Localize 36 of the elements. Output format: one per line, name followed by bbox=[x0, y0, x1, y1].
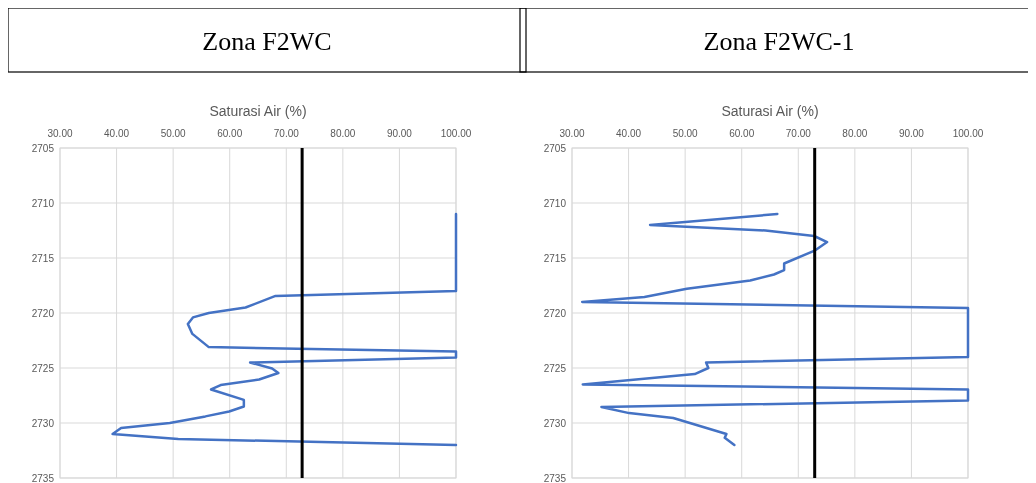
y-tick-label: 2730 bbox=[31, 418, 55, 429]
x-tick-label: 60.00 bbox=[729, 128, 755, 139]
y-tick-label: 2715 bbox=[31, 253, 55, 264]
y-tick-label: 2735 bbox=[543, 473, 567, 483]
x-tick-label: 40.00 bbox=[104, 128, 130, 139]
y-tick-label: 2710 bbox=[31, 198, 55, 209]
x-axis-title: Saturasi Air (%) bbox=[721, 103, 819, 119]
x-tick-label: 60.00 bbox=[217, 128, 243, 139]
y-tick-label: 2725 bbox=[543, 363, 567, 374]
y-tick-label: 2705 bbox=[31, 143, 55, 154]
y-tick-label: 2730 bbox=[543, 418, 567, 429]
x-tick-label: 80.00 bbox=[842, 128, 868, 139]
x-tick-label: 70.00 bbox=[785, 128, 812, 139]
x-tick-label: 40.00 bbox=[616, 128, 642, 139]
x-tick-label: 30.00 bbox=[47, 128, 73, 139]
x-tick-label: 50.00 bbox=[672, 128, 699, 139]
y-tick-label: 2735 bbox=[31, 473, 55, 483]
chart-title: Zona F2WC bbox=[202, 27, 332, 56]
x-tick-label: 100.00 bbox=[952, 128, 984, 139]
x-tick-label: 50.00 bbox=[160, 128, 187, 139]
x-tick-label: 70.00 bbox=[273, 128, 300, 139]
x-tick-label: 30.00 bbox=[559, 128, 585, 139]
x-tick-label: 90.00 bbox=[386, 128, 413, 139]
y-tick-label: 2715 bbox=[543, 253, 567, 264]
y-tick-label: 2705 bbox=[543, 143, 567, 154]
x-tick-label: 100.00 bbox=[440, 128, 472, 139]
x-axis-title: Saturasi Air (%) bbox=[209, 103, 307, 119]
line-series bbox=[580, 212, 970, 447]
y-tick-label: 2710 bbox=[543, 198, 567, 209]
y-tick-label: 2725 bbox=[31, 363, 55, 374]
y-tick-label: 2720 bbox=[31, 308, 55, 319]
line-series bbox=[111, 212, 458, 447]
chart-title: Zona F2WC-1 bbox=[703, 27, 855, 56]
y-tick-label: 2720 bbox=[543, 308, 567, 319]
x-tick-label: 80.00 bbox=[330, 128, 356, 139]
x-tick-label: 90.00 bbox=[898, 128, 925, 139]
